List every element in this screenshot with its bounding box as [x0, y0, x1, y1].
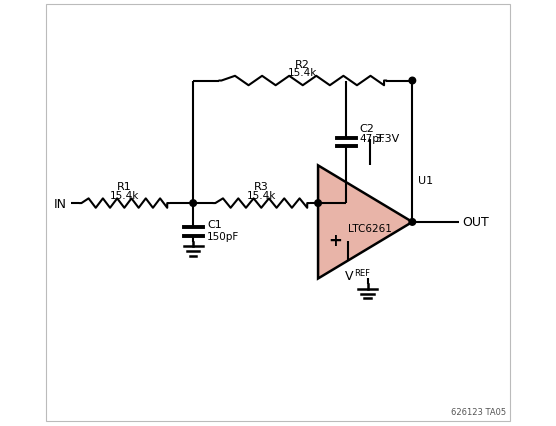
Circle shape	[315, 200, 321, 207]
Text: −: −	[329, 193, 342, 211]
Text: 15.4k: 15.4k	[288, 68, 317, 78]
Text: C2: C2	[360, 124, 374, 133]
Text: 47pF: 47pF	[360, 134, 385, 144]
Text: 3.3V: 3.3V	[375, 134, 400, 144]
Text: R3: R3	[254, 182, 269, 192]
Text: R2: R2	[295, 60, 310, 69]
Text: 626123 TA05: 626123 TA05	[451, 407, 507, 416]
Text: OUT: OUT	[462, 216, 489, 229]
Text: V: V	[345, 269, 353, 282]
Circle shape	[190, 200, 196, 207]
Circle shape	[409, 78, 416, 85]
Text: 15.4k: 15.4k	[246, 190, 276, 200]
Text: REF: REF	[354, 268, 370, 277]
Text: 150pF: 150pF	[207, 231, 240, 242]
Circle shape	[409, 219, 416, 226]
Text: R1: R1	[117, 182, 132, 192]
Text: LTC6261: LTC6261	[348, 223, 392, 233]
Polygon shape	[318, 166, 413, 279]
Text: 15.4k: 15.4k	[110, 190, 139, 200]
Text: IN: IN	[54, 197, 67, 210]
Text: +: +	[329, 231, 342, 249]
Text: U1: U1	[418, 175, 433, 185]
Text: C1: C1	[207, 220, 222, 230]
